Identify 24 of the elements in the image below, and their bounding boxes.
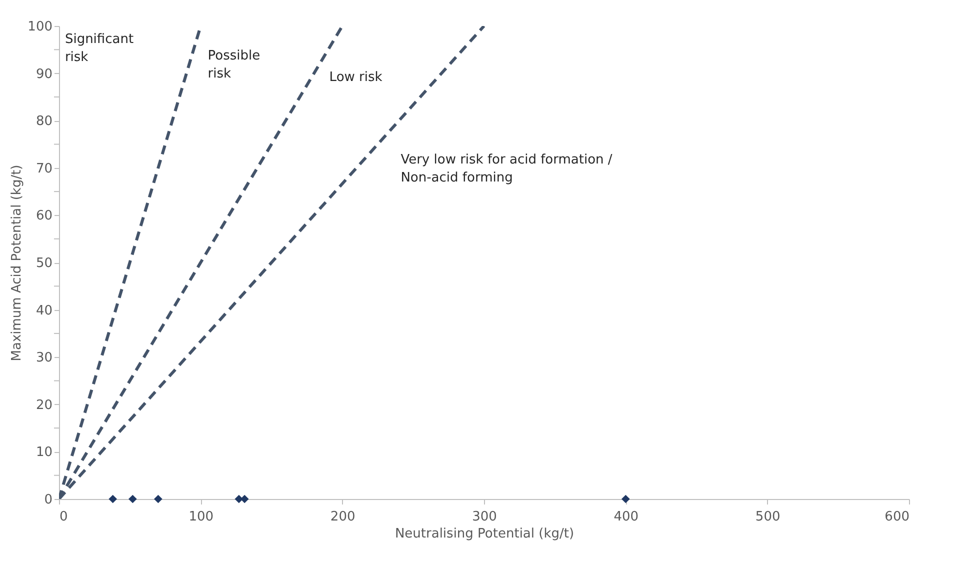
y-axis-title: Maximum Acid Potential (kg/t) <box>10 164 25 362</box>
annotation: Possible risk <box>208 48 260 82</box>
y-tick-label: 70 <box>36 161 52 176</box>
x-tick-label: 400 <box>614 510 639 524</box>
x-tick-label: 200 <box>330 510 356 524</box>
x-tick-label: 600 <box>884 510 910 524</box>
x-tick-label: 300 <box>472 510 497 524</box>
y-tick-label: 50 <box>36 256 52 271</box>
x-tick-label: 500 <box>755 510 780 524</box>
y-tick-label: 40 <box>36 303 52 318</box>
x-axis-title: Neutralising Potential (kg/t) <box>394 526 574 542</box>
y-tick-label: 80 <box>36 114 52 130</box>
x-tick-label: 0 <box>60 510 68 524</box>
annotation: Low risk <box>329 70 383 85</box>
annotation: Very low risk for acid formation / Non-acid forming <box>400 152 613 186</box>
annotation: Significant risk <box>64 32 134 66</box>
y-tick-label: 0 <box>44 492 52 508</box>
y-tick-label: 90 <box>36 66 52 82</box>
y-tick-label: 60 <box>36 208 52 224</box>
y-tick-label: 30 <box>36 350 52 366</box>
y-tick-label: 10 <box>36 445 52 460</box>
y-tick-label: 20 <box>36 398 52 413</box>
x-tick-label: 100 <box>188 510 214 524</box>
y-tick-label: 100 <box>28 20 52 34</box>
